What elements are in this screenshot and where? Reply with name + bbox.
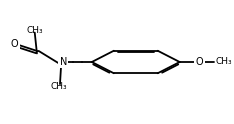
Text: O: O <box>11 39 18 49</box>
Text: N: N <box>60 57 67 67</box>
Text: O: O <box>196 57 203 67</box>
Text: CH₃: CH₃ <box>26 26 43 35</box>
Text: CH₃: CH₃ <box>216 58 233 66</box>
Text: CH₃: CH₃ <box>51 82 67 91</box>
